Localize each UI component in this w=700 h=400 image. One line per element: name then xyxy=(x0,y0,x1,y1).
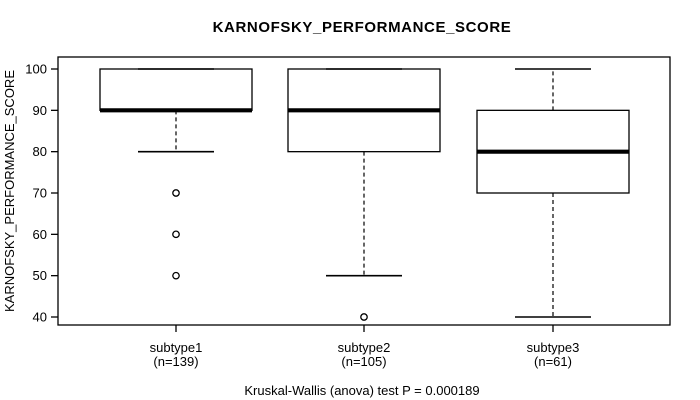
y-axis: 40 50 60 70 80 90 100 xyxy=(25,62,58,325)
outlier-point xyxy=(172,271,180,280)
y-tick-label: 90 xyxy=(33,103,47,118)
box-group-subtype3: subtype3(n=61) xyxy=(476,68,630,369)
group-label: subtype2 xyxy=(338,340,391,355)
y-tick-label: 60 xyxy=(33,227,47,242)
y-tick-label: 70 xyxy=(33,186,47,201)
chart-title: KARNOFSKY_PERFORMANCE_SCORE xyxy=(213,19,512,36)
outlier-point xyxy=(360,313,368,321)
y-tick-label: 40 xyxy=(33,310,47,325)
group-count-label: (n=139) xyxy=(153,354,198,369)
box-iqr xyxy=(99,68,253,111)
y-tick-label: 80 xyxy=(33,144,47,159)
group-label: subtype3 xyxy=(527,340,580,355)
group-label: subtype1 xyxy=(150,340,203,355)
group-count-label: (n=61) xyxy=(534,354,572,369)
box-group-subtype1: subtype1(n=139) xyxy=(99,68,253,369)
stat-test-footnote: Kruskal-Wallis (anova) test P = 0.000189 xyxy=(244,383,479,398)
outlier-point xyxy=(172,230,180,239)
group-count-label: (n=105) xyxy=(341,354,386,369)
outlier-point xyxy=(172,189,180,197)
plot-area: 405060708090100subtype1(n=139)subtype2(n… xyxy=(25,56,671,369)
y-tick-label: 100 xyxy=(25,62,47,77)
box-group-subtype2: subtype2(n=105) xyxy=(287,68,441,369)
y-tick-label: 50 xyxy=(33,268,47,283)
y-axis-label: KARNOFSKY_PERFORMANCE_SCORE xyxy=(2,70,17,312)
